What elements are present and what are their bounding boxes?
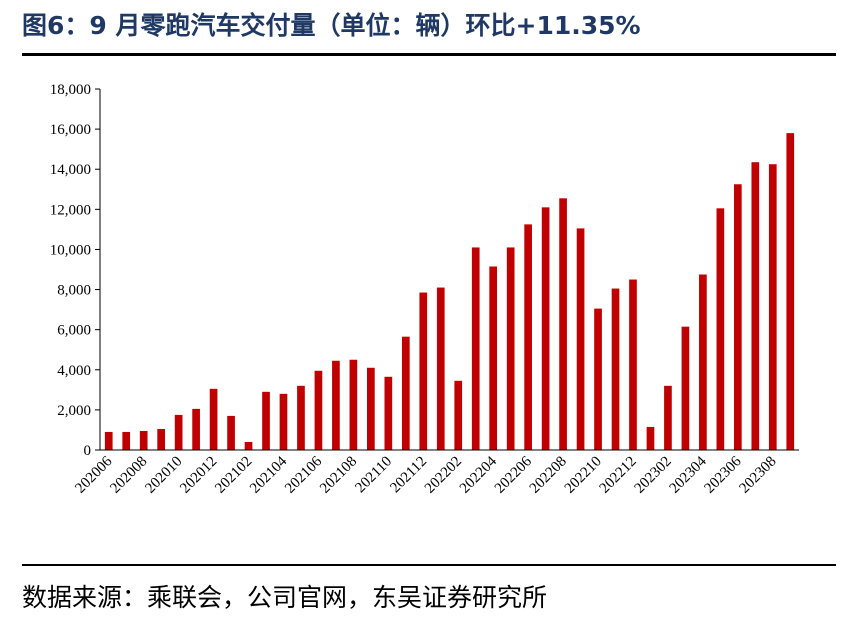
bar-202207 bbox=[541, 207, 550, 450]
x-axis: 2020062020082020102020122021022021042021… bbox=[72, 449, 799, 497]
x-tick-label: 202202 bbox=[422, 454, 465, 497]
bar-202308 bbox=[768, 164, 777, 450]
bar-202204 bbox=[489, 266, 498, 450]
bar-202302 bbox=[664, 385, 672, 450]
y-tick-label: 12,000 bbox=[50, 202, 91, 218]
bar-202304 bbox=[699, 274, 707, 450]
bar-202010 bbox=[174, 414, 183, 450]
x-tick-label: 202206 bbox=[492, 453, 535, 496]
x-tick-label: 202104 bbox=[247, 453, 290, 496]
bars bbox=[104, 133, 795, 451]
bar-202009 bbox=[157, 428, 166, 450]
bar-202106 bbox=[314, 370, 323, 450]
bar-202201 bbox=[436, 287, 445, 450]
x-tick-label: 202008 bbox=[107, 454, 150, 497]
bar-202006 bbox=[104, 431, 113, 450]
bar-202203 bbox=[471, 247, 480, 450]
chart-title: 图6：9 月零跑汽车交付量（单位：辆）环比+11.35% bbox=[22, 11, 641, 40]
bar-202111 bbox=[401, 336, 410, 450]
bar-202305 bbox=[716, 208, 725, 450]
y-tick-label: 18,000 bbox=[50, 82, 91, 98]
x-tick-label: 202304 bbox=[667, 453, 710, 496]
bar-202007 bbox=[122, 431, 131, 450]
bar-202012 bbox=[209, 388, 218, 450]
x-tick-label: 202308 bbox=[736, 454, 779, 497]
x-tick-label: 202210 bbox=[562, 454, 605, 497]
bar-202008 bbox=[139, 430, 148, 450]
y-axis: 0 2,000 4,000 6,000 8,000 10,000 12,000 14,000 1… bbox=[50, 82, 101, 459]
x-tick-label: 202010 bbox=[142, 454, 185, 497]
bar-202205 bbox=[506, 247, 515, 450]
bar-202108 bbox=[349, 359, 358, 450]
x-tick-label: 202204 bbox=[457, 453, 500, 496]
bar-202110 bbox=[384, 376, 393, 450]
y-tick-label: 2,000 bbox=[57, 403, 91, 419]
bar-202104 bbox=[279, 393, 288, 450]
bar-202208 bbox=[559, 198, 567, 450]
y-tick-label: 14,000 bbox=[50, 162, 91, 178]
y-tick-label: 6,000 bbox=[57, 323, 91, 339]
x-tick-label: 202108 bbox=[317, 454, 360, 497]
y-tick-label: 4,000 bbox=[57, 363, 91, 379]
x-tick-label: 202006 bbox=[72, 453, 115, 496]
x-tick-label: 202112 bbox=[387, 454, 430, 497]
bar-202301 bbox=[646, 426, 655, 450]
bar-202306 bbox=[733, 184, 742, 450]
bar-202202 bbox=[454, 380, 463, 450]
bottom-divider bbox=[22, 564, 836, 566]
x-tick-label: 202012 bbox=[177, 454, 220, 497]
x-tick-label: 202208 bbox=[527, 454, 570, 497]
data-source-note: 数据来源：乘联会，公司官网，东吴证券研究所 bbox=[22, 583, 548, 612]
bar-202206 bbox=[524, 224, 532, 451]
y-tick-label: 16,000 bbox=[50, 122, 91, 138]
bar-202212 bbox=[629, 279, 637, 450]
x-tick-label: 202306 bbox=[702, 453, 745, 496]
bar-202011 bbox=[192, 408, 200, 450]
bar-202101 bbox=[227, 415, 235, 450]
bar-202109 bbox=[367, 367, 375, 450]
bar-202107 bbox=[332, 360, 340, 450]
bar-202210 bbox=[594, 308, 602, 450]
x-tick-label: 202302 bbox=[632, 454, 675, 497]
x-tick-label: 202106 bbox=[282, 453, 325, 496]
y-tick-label: 10,000 bbox=[50, 242, 91, 258]
y-tick-label: 8,000 bbox=[57, 283, 91, 299]
bar-202307 bbox=[751, 162, 760, 450]
bar-202112 bbox=[419, 292, 428, 450]
bar-202103 bbox=[262, 391, 270, 450]
bar-202102 bbox=[244, 441, 253, 450]
bar-202105 bbox=[297, 385, 305, 450]
y-tick-label: 0 bbox=[84, 443, 92, 459]
bar-202209 bbox=[576, 228, 585, 450]
bar-202303 bbox=[681, 326, 690, 450]
x-tick-label: 202110 bbox=[352, 454, 395, 497]
top-divider bbox=[22, 53, 836, 56]
bar-202309 bbox=[786, 133, 795, 450]
x-tick-label: 202212 bbox=[597, 454, 640, 497]
bar-202211 bbox=[611, 288, 620, 450]
x-tick-label: 202102 bbox=[212, 454, 255, 497]
